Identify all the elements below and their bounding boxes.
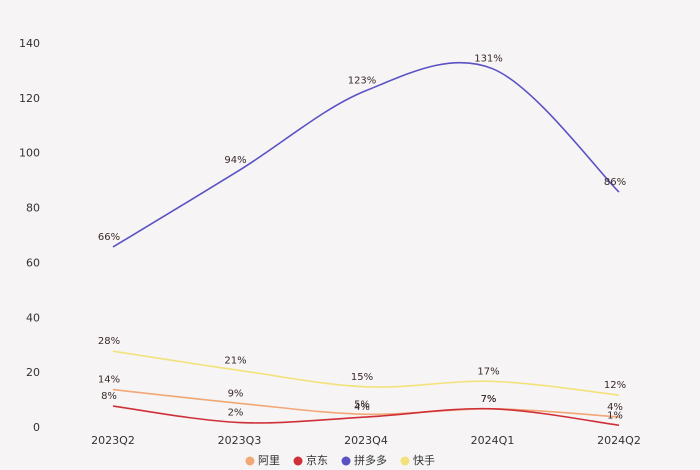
value-label: 5% — [354, 399, 370, 410]
value-label: 7% — [481, 394, 497, 405]
x-tick-label: 2023Q2 — [91, 434, 135, 447]
value-label: 66% — [98, 232, 120, 243]
value-label: 12% — [604, 380, 626, 391]
value-label: 131% — [474, 54, 503, 65]
legend-marker — [400, 456, 410, 466]
value-label: 14% — [98, 375, 120, 386]
legend-marker — [245, 456, 255, 466]
value-label: 94% — [224, 155, 246, 166]
y-tick-label: 20 — [26, 366, 40, 379]
value-label: 9% — [228, 388, 244, 399]
legend-marker — [341, 456, 351, 466]
x-tick-label: 2024Q2 — [597, 434, 641, 447]
x-tick-label: 2023Q3 — [218, 434, 262, 447]
y-tick-label: 40 — [26, 311, 40, 324]
y-tick-label: 80 — [26, 202, 40, 215]
series-line — [112, 350, 620, 396]
y-tick-label: 100 — [19, 147, 40, 160]
series-line — [112, 388, 620, 418]
value-label: 123% — [348, 76, 377, 87]
value-label: 4% — [607, 402, 623, 413]
y-tick-label: 120 — [19, 92, 40, 105]
value-label: 86% — [604, 177, 626, 188]
value-label: 21% — [224, 355, 246, 366]
legend-marker — [293, 456, 303, 466]
legend-label: 快手 — [413, 453, 435, 467]
value-label: 8% — [101, 391, 117, 402]
series-line — [112, 61, 620, 248]
x-tick-label: 2024Q1 — [471, 434, 515, 447]
y-tick-label: 140 — [19, 37, 40, 50]
value-label: 7% — [481, 394, 497, 405]
legend-label: 拼多多 — [354, 453, 387, 467]
value-label: 2% — [228, 408, 244, 419]
value-label: 15% — [351, 372, 373, 383]
value-label: 28% — [98, 336, 120, 347]
value-label: 17% — [477, 366, 499, 377]
series-line — [112, 405, 620, 427]
value-label: 4% — [354, 402, 370, 413]
y-tick-label: 60 — [26, 256, 40, 269]
legend-label: 阿里 — [258, 454, 280, 467]
legend-label: 京东 — [306, 453, 328, 467]
value-label: 1% — [607, 410, 623, 421]
y-tick-label: 0 — [33, 421, 40, 434]
x-tick-label: 2023Q4 — [344, 434, 388, 447]
